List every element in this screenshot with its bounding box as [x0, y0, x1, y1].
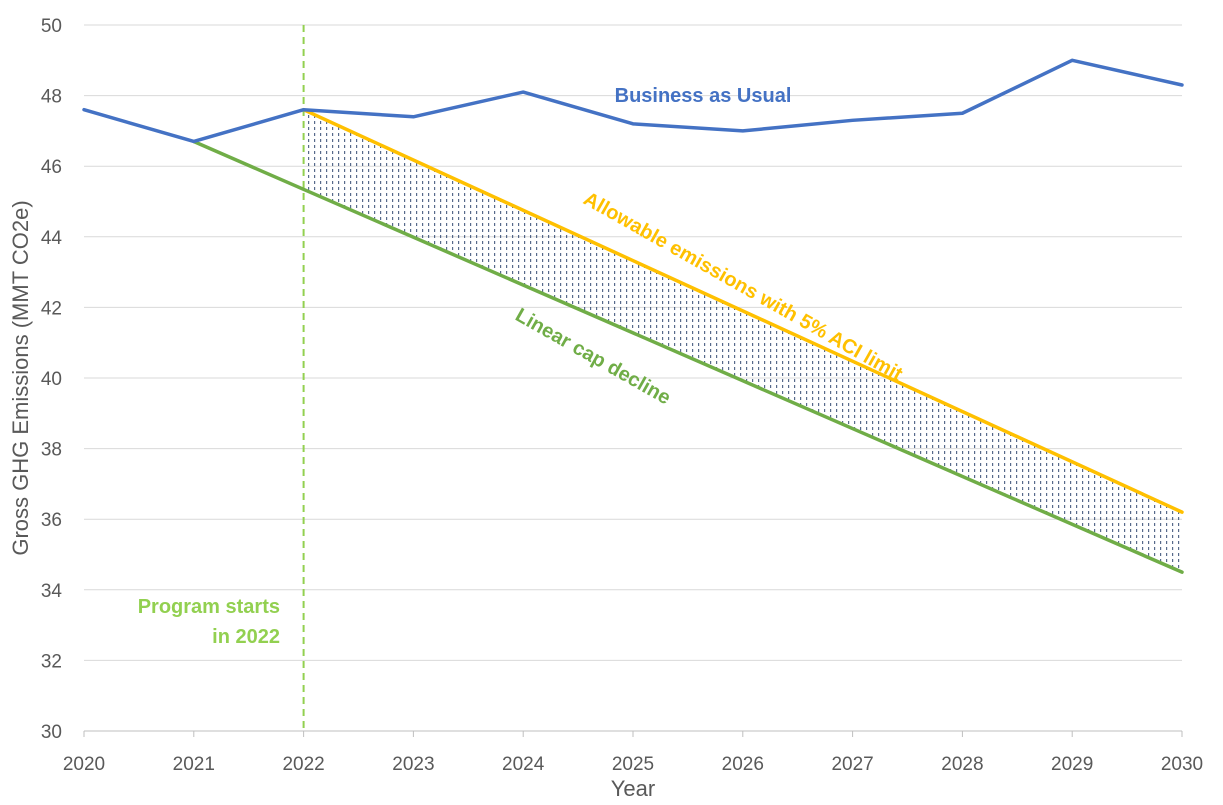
series-lines	[82, 58, 1184, 574]
y-tick-labels: 30 32 34 36 38 40 42 44 46 48 50	[41, 16, 63, 743]
shaded-region	[303, 109, 1183, 573]
y-tick-label-38: 38	[41, 440, 62, 461]
y-axis-title: Gross GHG Emissions (MMT CO2e)	[8, 200, 33, 555]
series-line-linear-cap-decline	[192, 139, 1184, 574]
grid-lines	[84, 24, 1182, 661]
x-tick-label-2030: 2030	[1161, 754, 1203, 775]
y-tick-label-36: 36	[41, 510, 62, 531]
series-line-allowable-emissions	[301, 107, 1184, 514]
x-tick-label-2023: 2023	[392, 754, 434, 775]
y-tick-label-40: 40	[41, 369, 62, 390]
x-tick-label-2029: 2029	[1051, 754, 1093, 775]
x-tick-label-2021: 2021	[173, 754, 215, 775]
y-tick-label-32: 32	[41, 651, 62, 672]
y-tick-label-48: 48	[41, 87, 62, 108]
x-tick-labels: 2020 2021 2022 2023 2024 2025 2026 2027 2028 2029…	[63, 754, 1203, 775]
annotation-program-starts-line1: Program starts	[138, 596, 280, 618]
y-tick-label-34: 34	[41, 581, 63, 602]
x-tick-label-2024: 2024	[502, 754, 545, 775]
series-line-business-as-usual	[82, 58, 1184, 144]
x-tick-label-2025: 2025	[612, 754, 654, 775]
x-tick-label-2027: 2027	[831, 754, 873, 775]
annotation-program-starts-line2: in 2022	[212, 626, 280, 648]
x-axis-line	[83, 730, 1183, 737]
y-tick-label-44: 44	[41, 228, 63, 249]
series-label-business-as-usual: Business as Usual	[615, 85, 792, 107]
y-tick-label-42: 42	[41, 298, 62, 319]
x-tick-label-2020: 2020	[63, 754, 105, 775]
x-axis-title: Year	[611, 776, 655, 801]
y-tick-label-50: 50	[41, 16, 62, 37]
x-tick-label-2022: 2022	[282, 754, 324, 775]
y-tick-label-30: 30	[41, 722, 62, 743]
shaded-area	[303, 109, 1183, 573]
x-tick-label-2026: 2026	[722, 754, 764, 775]
x-tick-label-2028: 2028	[941, 754, 983, 775]
y-tick-label-46: 46	[41, 157, 62, 178]
